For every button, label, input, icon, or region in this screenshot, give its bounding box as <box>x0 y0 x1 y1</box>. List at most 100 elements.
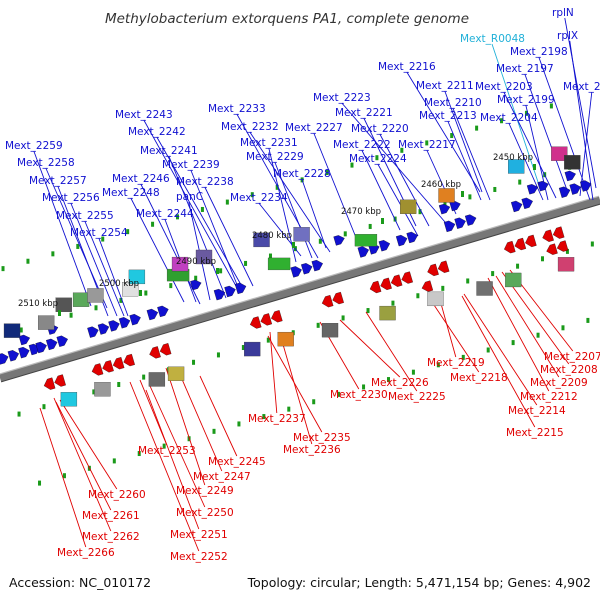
guide-dot <box>169 283 173 289</box>
guide-dot <box>219 268 223 274</box>
reverse-gene-arrow <box>43 377 56 390</box>
gene-label-reverse: Mext_2266 <box>57 547 115 559</box>
reverse-gene-arrow <box>271 310 283 323</box>
forward-gene-arrow <box>301 263 313 275</box>
forward-gene-arrow <box>395 234 408 247</box>
reverse-gene-arrow <box>390 274 403 287</box>
guide-dot <box>194 275 198 281</box>
guide-dot <box>162 443 166 449</box>
guide-dot <box>375 155 379 161</box>
guide-dot <box>400 147 404 153</box>
gene-label-reverse: Mext_2252 <box>170 551 228 563</box>
feature-block <box>37 315 55 330</box>
label-connector <box>365 311 418 392</box>
forward-gene-arrow <box>406 231 418 244</box>
gene-label-forward: Mext_2242 <box>128 126 186 138</box>
guide-dot <box>212 428 216 434</box>
guide-dot <box>443 201 447 207</box>
gene-label-forward: Mext_2224 <box>349 153 407 165</box>
label-connector <box>377 163 419 237</box>
gene-label-forward: Mext_2193 <box>563 81 600 93</box>
guide-dot <box>536 332 540 338</box>
guide-dot <box>241 345 245 351</box>
label-connector <box>301 178 327 249</box>
tick-mark <box>381 218 384 224</box>
guide-dot <box>192 359 196 365</box>
reverse-gene-arrow <box>249 316 262 329</box>
label-connector <box>145 389 200 530</box>
tick-mark <box>139 290 142 296</box>
label-connector <box>524 73 568 191</box>
backbone-bar <box>0 196 600 382</box>
gene-label-reverse: Mext_2236 <box>283 444 341 456</box>
tick-label: 2500 kbp <box>99 279 139 289</box>
forward-gene-arrow <box>56 335 68 347</box>
forward-gene-arrow <box>454 217 466 229</box>
gene-label-forward: Mext_2244 <box>136 208 194 220</box>
guide-dot <box>268 253 272 259</box>
label-connector <box>33 150 92 307</box>
guide-dot <box>312 399 316 405</box>
forward-gene-arrow <box>521 197 533 210</box>
label-connector <box>538 56 591 201</box>
forward-gene-arrow <box>510 200 523 213</box>
forward-gene-arrow <box>157 305 169 318</box>
guide-dot <box>366 308 370 314</box>
guide-dot <box>466 278 470 284</box>
guide-dot <box>343 231 347 237</box>
tick-mark <box>533 164 536 170</box>
guide-dot <box>549 103 553 109</box>
label-connector <box>439 299 457 358</box>
forward-gene-arrow <box>146 308 159 321</box>
gene-label-forward: Mext_2198 <box>510 46 568 58</box>
guide-dot <box>287 406 291 412</box>
guide-dot <box>266 337 270 343</box>
guide-dot <box>493 186 497 192</box>
forward-rna-box <box>267 257 291 271</box>
forward-gene-arrow <box>213 288 226 301</box>
label-connector <box>143 119 237 287</box>
label-connector <box>149 385 206 508</box>
guide-dot <box>418 209 422 215</box>
gene-label-forward: Mext_2255 <box>56 210 114 222</box>
forward-gene-arrow <box>35 341 47 354</box>
guide-dot <box>586 317 590 323</box>
guide-dot <box>524 110 528 116</box>
gene-label-reverse: Mext_2218 <box>450 372 508 384</box>
feature-block <box>55 297 72 312</box>
gene-label-reverse: Mext_2209 <box>530 377 588 389</box>
forward-gene-arrow <box>190 279 202 291</box>
guide-dot <box>92 389 96 395</box>
guide-dot <box>1 266 5 272</box>
forward-gene-arrow <box>129 313 141 326</box>
gene-label-forward: Mext_2232 <box>221 121 279 133</box>
feature-block <box>60 392 78 407</box>
feature-block <box>551 146 568 161</box>
label-connector <box>53 397 112 532</box>
guide-dot <box>142 374 146 380</box>
guide-dot <box>362 384 366 390</box>
gene-label-forward: Mext_2227 <box>285 122 343 134</box>
reverse-gene-arrow <box>546 243 558 255</box>
guide-dot <box>368 223 372 229</box>
gene-label-forward: Mext_2239 <box>162 159 220 171</box>
label-connector <box>461 295 536 428</box>
label-connector <box>503 91 557 199</box>
forward-gene-arrow <box>378 240 391 252</box>
label-connector <box>564 17 597 189</box>
reverse-gene-arrow <box>514 237 527 251</box>
reverse-gene-arrow <box>504 240 516 254</box>
gene-label-reverse: Mext_2250 <box>176 507 234 519</box>
feature-block <box>195 249 213 265</box>
label-connector <box>268 147 297 263</box>
gene-label-forward: Mext_2217 <box>398 139 456 151</box>
gene-label-forward: Mext_2210 <box>424 97 482 109</box>
label-connector <box>70 202 118 317</box>
feature-block <box>379 305 396 321</box>
map-title: Methylobacterium extorquens PA1, complet… <box>105 11 469 27</box>
gene-label-reverse: Mext_2262 <box>82 531 140 543</box>
forward-gene-arrow <box>537 180 549 192</box>
gene-features <box>0 146 592 407</box>
gene-label-forward: Mext_R0048 <box>460 33 525 45</box>
